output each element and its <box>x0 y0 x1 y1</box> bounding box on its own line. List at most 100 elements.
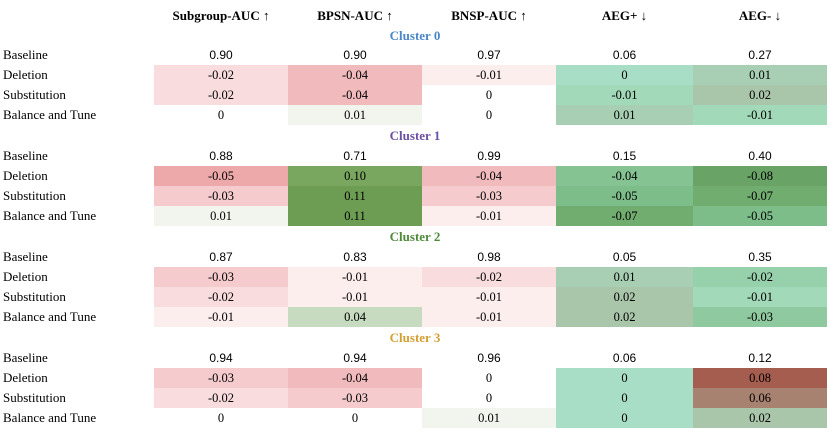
table-row: Baseline 0.88 0.71 0.99 0.15 0.40 <box>0 146 830 166</box>
cell-aeg-plus: 0.06 <box>612 48 637 62</box>
cell-subgroup-auc: 0 <box>217 108 225 122</box>
table-row: Substitution -0.03 0.11 -0.03 -0.05 -0.07 <box>0 186 830 206</box>
cell-bpsn-auc: 0.11 <box>288 186 422 206</box>
cluster-title: Cluster 1 <box>389 128 441 143</box>
cell-bnsp-auc: -0.01 <box>422 206 556 226</box>
row-label: Balance and Tune <box>3 208 97 223</box>
cell-bnsp-auc: 0.97 <box>477 48 501 62</box>
cell-bpsn-auc: 0.90 <box>343 48 367 62</box>
cell-aeg-minus: 0.06 <box>693 388 827 408</box>
cell-bnsp-auc: 0.99 <box>477 149 501 163</box>
cell-subgroup-auc: -0.03 <box>154 368 288 388</box>
cell-bnsp-auc: 0 <box>485 88 493 102</box>
cluster-title: Cluster 0 <box>389 28 441 43</box>
cell-bpsn-auc: -0.04 <box>288 85 422 105</box>
cell-aeg-plus: 0.05 <box>612 250 637 264</box>
cluster-title: Cluster 3 <box>389 330 441 345</box>
cell-aeg-plus: -0.01 <box>556 85 693 105</box>
cell-bpsn-auc: -0.03 <box>288 388 422 408</box>
cell-bpsn-auc: -0.01 <box>288 287 422 307</box>
cell-aeg-minus: 0.27 <box>748 48 772 62</box>
cell-bpsn-auc: -0.04 <box>288 65 422 85</box>
col-header-aeg-minus: AEG- ↓ <box>738 8 782 23</box>
cell-aeg-plus: 0.06 <box>612 351 637 365</box>
cell-bnsp-auc: -0.03 <box>422 186 556 206</box>
cell-bnsp-auc: -0.02 <box>422 267 556 287</box>
cell-bnsp-auc: 0.96 <box>477 351 501 365</box>
cell-bpsn-auc: 0.71 <box>343 149 367 163</box>
cell-aeg-minus: 0.02 <box>693 85 827 105</box>
cell-aeg-plus: 0.15 <box>612 149 637 163</box>
row-label: Substitution <box>3 390 66 405</box>
cell-subgroup-auc: -0.02 <box>154 388 288 408</box>
cell-aeg-minus: -0.05 <box>693 206 827 226</box>
cell-bnsp-auc: 0 <box>485 108 493 122</box>
cell-subgroup-auc: 0.90 <box>209 48 233 62</box>
table-row: Deletion -0.03 -0.01 -0.02 0.01 -0.02 <box>0 267 830 287</box>
cell-bnsp-auc: 0.98 <box>477 250 501 264</box>
table-row: Substitution -0.02 -0.04 0 -0.01 0.02 <box>0 85 830 105</box>
row-label: Deletion <box>3 370 48 385</box>
table-row: Deletion -0.03 -0.04 0 0 0.08 <box>0 368 830 388</box>
cluster-title: Cluster 2 <box>389 229 441 244</box>
row-label: Baseline <box>3 47 48 62</box>
cell-bpsn-auc: 0.94 <box>343 351 367 365</box>
col-header-bnsp-auc: BNSP-AUC ↑ <box>451 8 527 23</box>
cell-aeg-minus: 0.12 <box>748 351 772 365</box>
row-label: Baseline <box>3 148 48 163</box>
table-row: Balance and Tune -0.01 0.04 -0.01 0.02 -0.03 <box>0 307 830 327</box>
cell-aeg-minus: 0.02 <box>693 408 827 428</box>
row-label: Balance and Tune <box>3 107 97 122</box>
cell-subgroup-auc: 0 <box>217 411 225 425</box>
cell-aeg-plus: -0.04 <box>556 166 693 186</box>
cell-subgroup-auc: 0.87 <box>209 250 233 264</box>
cell-bnsp-auc: 0.01 <box>422 408 556 428</box>
cell-aeg-plus: 0 <box>556 368 693 388</box>
table-row: Baseline 0.94 0.94 0.96 0.06 0.12 <box>0 348 830 368</box>
row-label: Substitution <box>3 289 66 304</box>
cell-bnsp-auc: 0 <box>485 391 493 405</box>
cell-aeg-plus: 0.02 <box>556 307 693 327</box>
table-row: Baseline 0.87 0.83 0.98 0.05 0.35 <box>0 247 830 267</box>
cell-bpsn-auc: 0.83 <box>343 250 367 264</box>
table-row: Substitution -0.02 -0.01 -0.01 0.02 -0.01 <box>0 287 830 307</box>
cell-aeg-minus: -0.01 <box>693 287 827 307</box>
cell-subgroup-auc: 0.88 <box>209 149 233 163</box>
cell-subgroup-auc: -0.03 <box>154 186 288 206</box>
row-label: Deletion <box>3 168 48 183</box>
cell-aeg-plus: -0.05 <box>556 186 693 206</box>
cell-subgroup-auc: -0.02 <box>154 65 288 85</box>
table-row: Balance and Tune 0.01 0.11 -0.01 -0.07 -0.05 <box>0 206 830 226</box>
cell-aeg-minus: -0.07 <box>693 186 827 206</box>
cell-aeg-plus: 0.01 <box>556 267 693 287</box>
row-label: Deletion <box>3 269 48 284</box>
row-label: Substitution <box>3 87 66 102</box>
cell-aeg-plus: 0 <box>556 65 693 85</box>
cell-bpsn-auc: -0.04 <box>288 368 422 388</box>
table-row: Deletion -0.02 -0.04 -0.01 0 0.01 <box>0 65 830 85</box>
cell-bnsp-auc: -0.01 <box>422 287 556 307</box>
cell-bpsn-auc: -0.01 <box>288 267 422 287</box>
cell-bnsp-auc: 0 <box>485 371 493 385</box>
table-row: Baseline 0.90 0.90 0.97 0.06 0.27 <box>0 45 830 65</box>
row-label: Balance and Tune <box>3 410 97 425</box>
cell-subgroup-auc: -0.05 <box>154 166 288 186</box>
cell-aeg-minus: -0.08 <box>693 166 827 186</box>
cell-aeg-minus: 0.01 <box>693 65 827 85</box>
cell-aeg-plus: 0 <box>556 388 693 408</box>
cell-subgroup-auc: -0.03 <box>154 267 288 287</box>
cell-bpsn-auc: 0.01 <box>288 105 422 125</box>
cell-aeg-plus: 0 <box>556 408 693 428</box>
col-header-aeg-plus: AEG+ ↓ <box>601 8 648 23</box>
cell-aeg-minus: 0.40 <box>748 149 772 163</box>
cell-aeg-minus: -0.01 <box>693 105 827 125</box>
row-label: Balance and Tune <box>3 309 97 324</box>
row-label: Deletion <box>3 67 48 82</box>
cell-aeg-plus: 0.02 <box>556 287 693 307</box>
row-label: Substitution <box>3 188 66 203</box>
cell-bpsn-auc: 0 <box>351 411 359 425</box>
table-row: Deletion -0.05 0.10 -0.04 -0.04 -0.08 <box>0 166 830 186</box>
cell-aeg-plus: -0.07 <box>556 206 693 226</box>
cell-bpsn-auc: 0.10 <box>288 166 422 186</box>
